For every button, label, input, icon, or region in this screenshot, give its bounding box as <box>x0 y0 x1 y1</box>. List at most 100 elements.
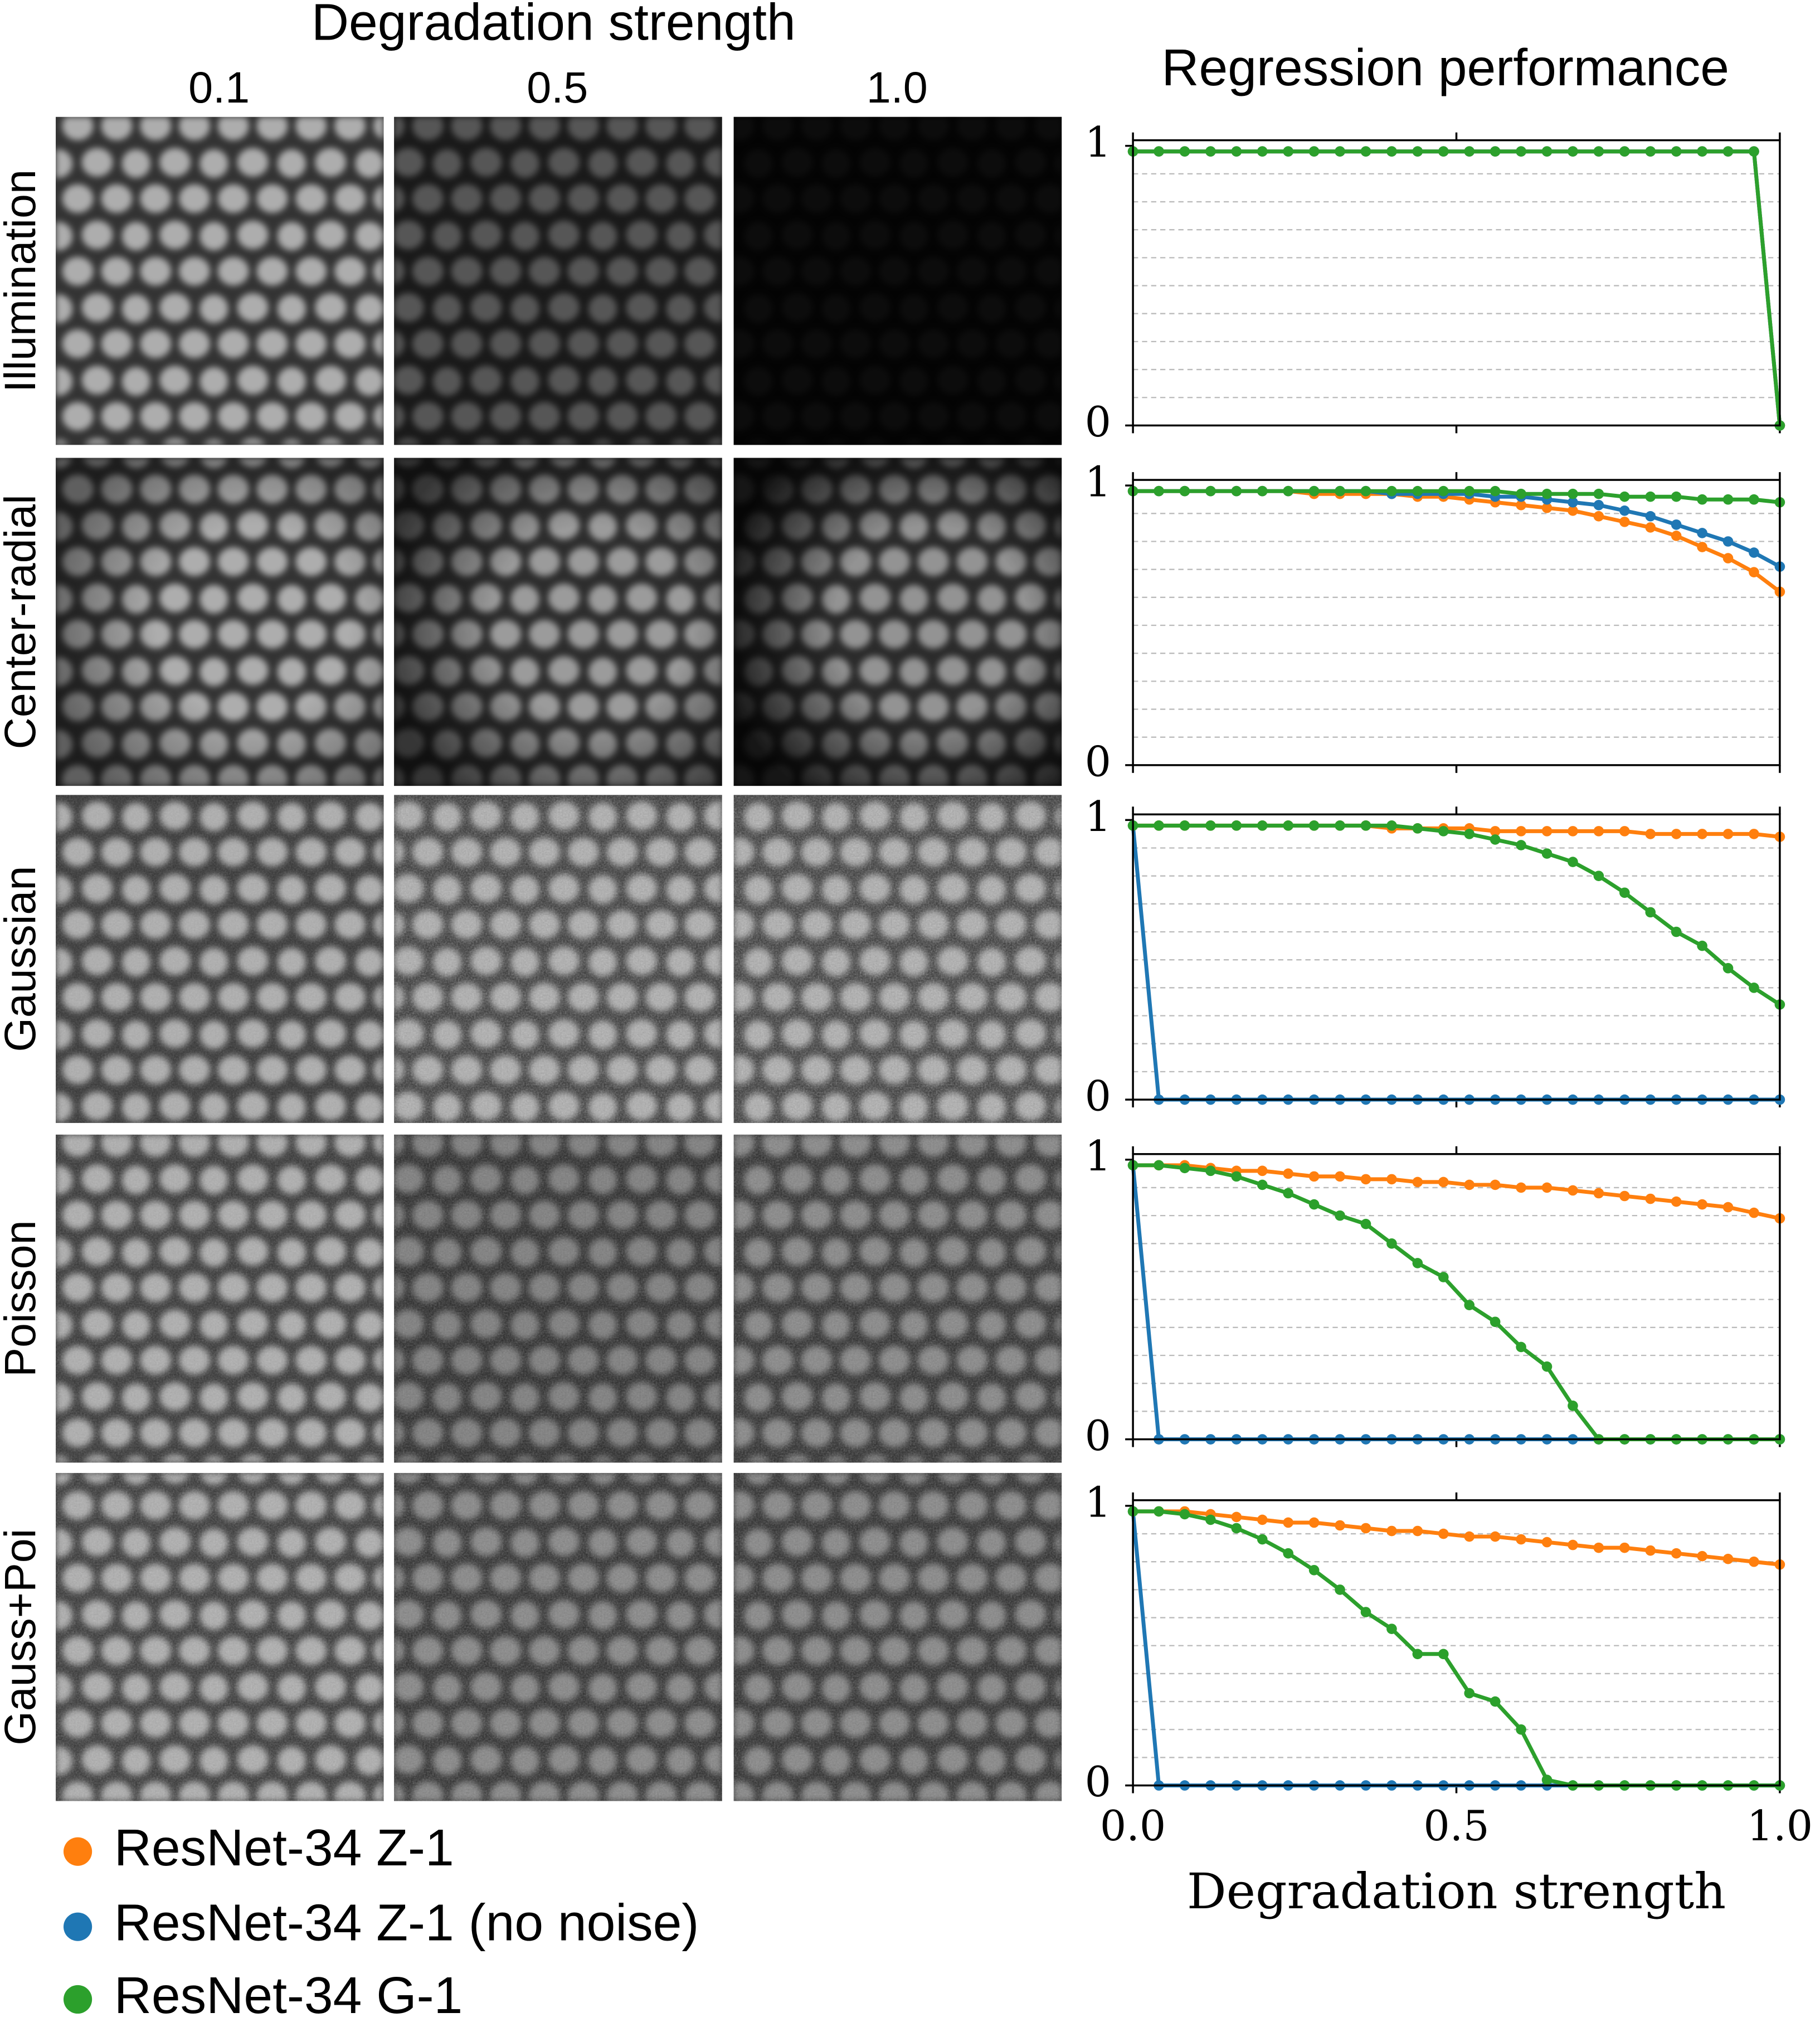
series-line <box>1133 149 1782 426</box>
image-panel <box>394 458 722 786</box>
data-point <box>1722 1202 1734 1213</box>
data-point <box>1386 820 1397 831</box>
data-point <box>1360 1607 1371 1617</box>
data-point <box>1619 887 1630 898</box>
data-point <box>1541 146 1553 157</box>
column-label: 0.5 <box>527 62 588 112</box>
data-point <box>1154 1160 1164 1171</box>
data-point <box>1386 1525 1397 1537</box>
data-point <box>1412 485 1423 497</box>
y-tick-label: 1 <box>1085 1478 1111 1527</box>
column-label: 1.0 <box>867 62 928 112</box>
data-point <box>1283 146 1294 157</box>
y-tick-label: 0 <box>1085 1758 1111 1806</box>
data-point <box>1154 485 1164 497</box>
data-point <box>1593 511 1604 522</box>
data-point <box>1179 1163 1190 1174</box>
data-point <box>1257 820 1268 831</box>
legend-marker <box>63 1837 93 1866</box>
data-point <box>1749 983 1759 993</box>
data-point <box>1749 146 1759 157</box>
data-point <box>1645 146 1656 157</box>
data-point <box>1257 1165 1268 1177</box>
data-point <box>1412 146 1423 157</box>
data-point <box>1516 1724 1526 1735</box>
image-panel <box>733 1472 1062 1801</box>
images-title: Degradation strength <box>312 0 796 51</box>
image-panel <box>733 458 1062 786</box>
data-point <box>1335 146 1345 157</box>
y-tick-label: 1 <box>1085 118 1111 167</box>
data-point <box>1438 146 1449 157</box>
series-line <box>1133 149 1782 426</box>
data-point <box>1593 499 1604 511</box>
data-point <box>1205 1514 1216 1525</box>
series-line <box>1133 1509 1780 1567</box>
data-point <box>1360 485 1371 497</box>
data-point <box>1490 1696 1501 1707</box>
data-point <box>1593 826 1604 837</box>
image-panel <box>733 795 1062 1123</box>
panel-noise <box>733 795 1062 1123</box>
data-point <box>1412 1258 1423 1268</box>
data-point <box>1722 553 1734 563</box>
data-point <box>1438 485 1449 497</box>
chart: 01 <box>1085 793 1785 1121</box>
data-point <box>1619 1190 1630 1202</box>
legend-label: ResNet-34 Z-1 <box>114 1819 454 1877</box>
x-tick-label: 0.5 <box>1423 1802 1489 1850</box>
data-point <box>1619 505 1630 516</box>
data-point <box>1154 1506 1164 1517</box>
data-point <box>1308 1171 1320 1182</box>
data-point <box>1386 146 1397 157</box>
chart: 01 <box>1085 118 1785 446</box>
data-point <box>1697 528 1707 538</box>
panel-noise <box>394 795 722 1123</box>
data-point <box>1154 146 1164 157</box>
data-point <box>1645 907 1656 918</box>
data-point <box>1490 1531 1501 1542</box>
data-point <box>1619 146 1630 157</box>
data-point <box>1283 485 1294 497</box>
panel-noise <box>56 1472 384 1801</box>
panel-shade <box>733 458 1062 786</box>
data-point <box>1257 1534 1268 1545</box>
data-point <box>1360 1174 1371 1185</box>
data-point <box>1335 820 1345 831</box>
data-point <box>1749 547 1759 558</box>
data-point <box>1541 826 1553 837</box>
image-panel <box>733 116 1062 445</box>
panel-cells <box>56 116 384 445</box>
panel-noise <box>56 1134 384 1463</box>
data-point <box>1671 1196 1682 1207</box>
y-tick-label: 0 <box>1085 1412 1111 1460</box>
panel-noise <box>56 795 384 1123</box>
data-point <box>1438 1649 1449 1660</box>
data-point <box>1593 488 1604 499</box>
panel-noise <box>733 1472 1062 1801</box>
panel-noise <box>394 1472 722 1801</box>
data-point <box>1490 1316 1501 1328</box>
data-point <box>1154 820 1164 831</box>
panel-shade <box>394 1134 722 1463</box>
data-point <box>1490 146 1501 157</box>
data-point <box>1593 146 1604 157</box>
panel-shade <box>733 1472 1062 1801</box>
data-point <box>1231 1523 1242 1534</box>
data-point <box>1490 1179 1501 1190</box>
data-point <box>1490 834 1501 845</box>
data-point <box>1412 1177 1423 1188</box>
data-point <box>1671 829 1682 839</box>
data-point <box>1671 926 1682 937</box>
data-point <box>1412 1649 1423 1660</box>
data-point <box>1179 485 1190 497</box>
data-point <box>1516 488 1526 499</box>
series-line <box>1133 1163 1780 1441</box>
data-point <box>1179 1509 1190 1520</box>
data-point <box>1645 511 1656 522</box>
data-point <box>1619 491 1630 502</box>
data-point <box>1438 826 1449 837</box>
data-point <box>1308 1564 1320 1576</box>
panel-vignette <box>394 458 722 786</box>
